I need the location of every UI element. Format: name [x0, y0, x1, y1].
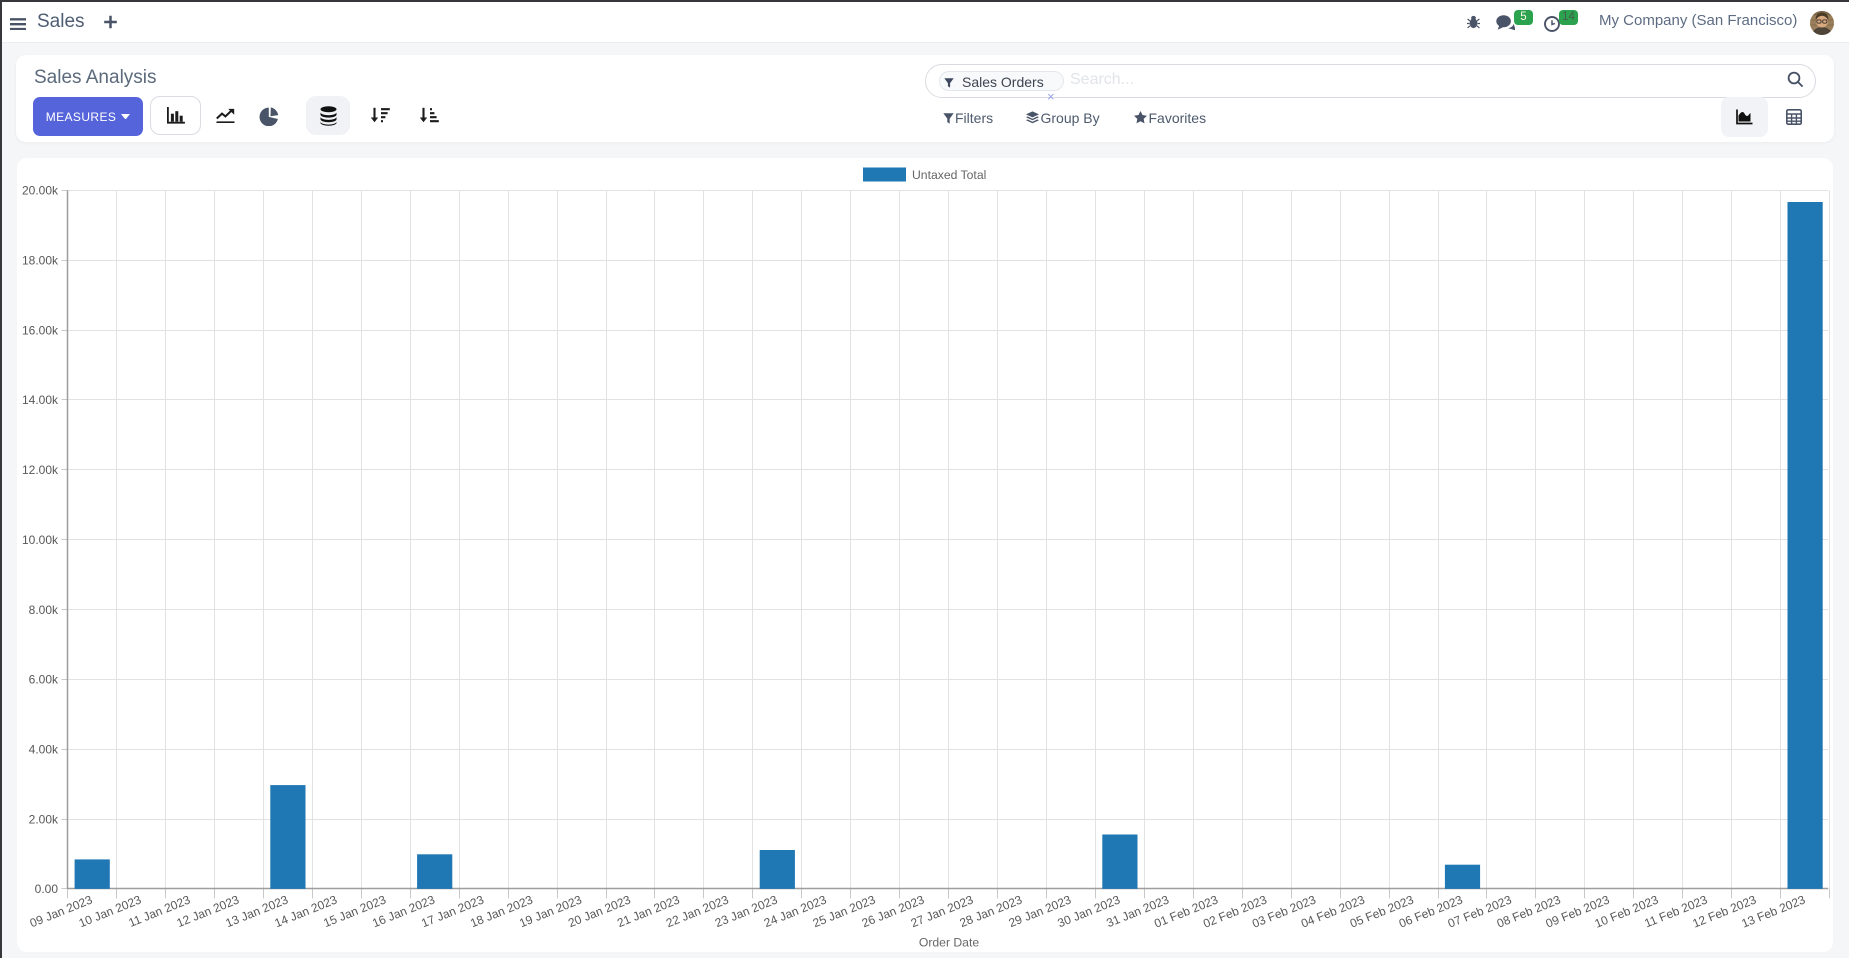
- svg-text:16.00k: 16.00k: [22, 323, 59, 337]
- svg-text:6.00k: 6.00k: [29, 673, 59, 687]
- svg-text:4.00k: 4.00k: [29, 743, 59, 757]
- svg-text:8.00k: 8.00k: [29, 603, 59, 617]
- svg-text:12.00k: 12.00k: [22, 463, 59, 477]
- svg-text:Order Date: Order Date: [919, 936, 980, 950]
- svg-text:2.00k: 2.00k: [29, 812, 59, 826]
- svg-text:0.00: 0.00: [35, 882, 59, 896]
- svg-text:Untaxed Total: Untaxed Total: [912, 168, 986, 182]
- svg-text:20.00k: 20.00k: [22, 184, 59, 198]
- svg-text:10.00k: 10.00k: [22, 533, 59, 547]
- svg-text:14.00k: 14.00k: [22, 393, 59, 407]
- svg-text:18.00k: 18.00k: [22, 254, 59, 268]
